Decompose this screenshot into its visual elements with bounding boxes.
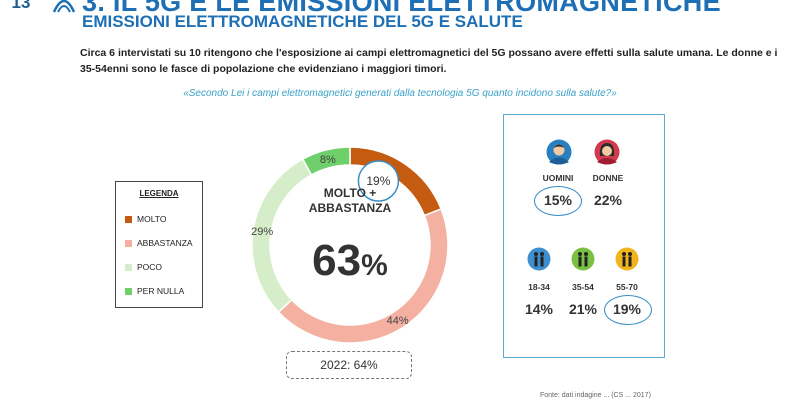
- intro-text: Circa 6 intervistati su 10 ritengono che…: [80, 47, 778, 75]
- age-label-18-34: 18-34: [528, 282, 550, 292]
- legend-label-poco: POCO: [137, 262, 163, 272]
- chart-legend: LEGENDA MOLTO ABBASTANZA POCO PER NULLA: [115, 181, 203, 308]
- center-value: 63%: [262, 236, 438, 286]
- age-value-35-54: 21%: [568, 301, 598, 317]
- woman-icon: [594, 139, 620, 165]
- legend-swatch-molto: [125, 216, 132, 223]
- man-icon: [546, 139, 572, 165]
- gender-value-uomini: 15%: [543, 192, 573, 208]
- gender-value-donne: 22%: [593, 192, 623, 208]
- legend-label-molto: MOLTO: [137, 214, 167, 224]
- breakdown-panel: UOMINI DONNE 15% 22% 18-34 35-54 55-70 1…: [503, 114, 665, 358]
- page-number: 13: [11, 0, 31, 12]
- age-18-34-icon: [527, 247, 551, 271]
- age-label-35-54: 35-54: [572, 282, 594, 292]
- legend-label-abbastanza: ABBASTANZA: [137, 238, 193, 248]
- legend-item-abbastanza: ABBASTANZA: [125, 238, 193, 248]
- age-label-55-70: 55-70: [616, 282, 638, 292]
- legend-title: LEGENDA: [139, 189, 179, 198]
- legend-swatch-poco: [125, 264, 132, 271]
- page-title: 3. IL 5G E LE EMISSIONI ELETTROMAGNETICH…: [82, 0, 721, 17]
- age-35-54-icon: [571, 247, 595, 271]
- data-label-per-nulla: 8%: [320, 154, 336, 166]
- data-label-abbastanza: 44%: [387, 315, 409, 327]
- center-label-line2: ABBASTANZA: [308, 201, 392, 215]
- source-note: Fonte: dati indagine ... (CS ... 2017): [540, 392, 651, 399]
- highlight-uomini: [534, 186, 582, 216]
- center-value-unit: %: [361, 249, 388, 282]
- highlight-55-70: [604, 295, 652, 325]
- center-label: MOLTO + ABBASTANZA: [262, 186, 438, 216]
- age-55-70-icon: [615, 247, 639, 271]
- callout-circle-molto: [357, 160, 400, 202]
- survey-question: «Secondo Lei i campi elettromagnetici ge…: [183, 88, 617, 99]
- age-value-18-34: 14%: [524, 301, 554, 317]
- donut-slice-per-nulla: [301, 146, 351, 176]
- legend-label-per-nulla: PER NULLA: [137, 286, 185, 296]
- legend-swatch-abbastanza: [125, 240, 132, 247]
- gender-label-donne: DONNE: [592, 173, 624, 183]
- age-value-55-70: 19%: [612, 301, 642, 317]
- legend-item-per-nulla: PER NULLA: [125, 286, 184, 296]
- data-label-molto: 19%: [366, 174, 390, 188]
- center-label-line1: MOLTO +: [323, 186, 377, 200]
- legend-item-molto: MOLTO: [125, 214, 166, 224]
- data-label-poco: 29%: [251, 226, 273, 238]
- center-value-number: 63: [312, 236, 362, 285]
- logo-icon: [52, 0, 76, 13]
- legend-item-poco: POCO: [125, 262, 162, 272]
- page-subtitle: EMISSIONI ELETTROMAGNETICHE DEL 5G E SAL…: [82, 12, 523, 31]
- gender-label-uomini: UOMINI: [542, 173, 574, 183]
- legend-swatch-per-nulla: [125, 288, 132, 295]
- previous-year-box: 2022: 64%: [286, 351, 412, 379]
